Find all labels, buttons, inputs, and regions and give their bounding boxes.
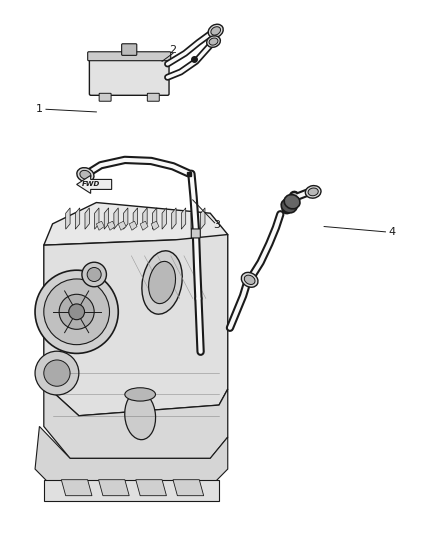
Ellipse shape bbox=[281, 199, 297, 213]
Circle shape bbox=[44, 360, 70, 386]
Polygon shape bbox=[75, 208, 80, 229]
Ellipse shape bbox=[142, 251, 182, 314]
Ellipse shape bbox=[80, 171, 91, 179]
Polygon shape bbox=[201, 208, 205, 229]
Ellipse shape bbox=[148, 261, 176, 304]
Text: 1: 1 bbox=[36, 104, 43, 114]
Ellipse shape bbox=[207, 36, 220, 47]
Text: 3: 3 bbox=[213, 220, 220, 230]
Text: FWD: FWD bbox=[81, 181, 100, 187]
Polygon shape bbox=[107, 221, 115, 230]
Polygon shape bbox=[136, 480, 166, 496]
Circle shape bbox=[87, 268, 101, 281]
Text: 4: 4 bbox=[389, 227, 396, 237]
Polygon shape bbox=[143, 208, 147, 229]
Polygon shape bbox=[124, 208, 128, 229]
Polygon shape bbox=[181, 208, 186, 229]
Text: 2: 2 bbox=[170, 45, 177, 55]
FancyBboxPatch shape bbox=[191, 229, 200, 238]
Polygon shape bbox=[152, 208, 157, 229]
Ellipse shape bbox=[211, 27, 221, 35]
Ellipse shape bbox=[209, 38, 218, 45]
FancyArrow shape bbox=[77, 175, 112, 193]
Polygon shape bbox=[35, 426, 228, 496]
Polygon shape bbox=[114, 208, 118, 229]
Polygon shape bbox=[44, 203, 228, 256]
Circle shape bbox=[35, 351, 79, 395]
Polygon shape bbox=[173, 480, 204, 496]
Ellipse shape bbox=[305, 185, 321, 198]
Circle shape bbox=[44, 279, 110, 345]
FancyBboxPatch shape bbox=[89, 54, 169, 95]
Ellipse shape bbox=[208, 24, 223, 38]
Ellipse shape bbox=[244, 275, 255, 285]
Circle shape bbox=[82, 262, 106, 287]
Polygon shape bbox=[44, 384, 228, 458]
Ellipse shape bbox=[125, 388, 155, 401]
Polygon shape bbox=[66, 208, 70, 229]
Ellipse shape bbox=[308, 188, 318, 196]
Polygon shape bbox=[104, 208, 109, 229]
Polygon shape bbox=[61, 480, 92, 496]
Polygon shape bbox=[96, 221, 104, 230]
Polygon shape bbox=[44, 235, 228, 416]
FancyBboxPatch shape bbox=[88, 52, 171, 61]
FancyBboxPatch shape bbox=[147, 93, 159, 101]
Polygon shape bbox=[162, 208, 166, 229]
Polygon shape bbox=[129, 221, 137, 230]
Polygon shape bbox=[191, 208, 195, 229]
Circle shape bbox=[69, 304, 85, 320]
Polygon shape bbox=[44, 480, 219, 501]
Polygon shape bbox=[95, 208, 99, 229]
Polygon shape bbox=[99, 480, 129, 496]
Circle shape bbox=[59, 294, 94, 329]
Ellipse shape bbox=[284, 195, 300, 209]
Ellipse shape bbox=[125, 392, 155, 440]
Polygon shape bbox=[140, 221, 148, 230]
Polygon shape bbox=[133, 208, 138, 229]
FancyBboxPatch shape bbox=[122, 44, 137, 55]
Polygon shape bbox=[151, 221, 159, 230]
Circle shape bbox=[35, 270, 118, 353]
Ellipse shape bbox=[77, 168, 94, 182]
FancyBboxPatch shape bbox=[99, 93, 111, 101]
Ellipse shape bbox=[241, 272, 258, 287]
Polygon shape bbox=[85, 208, 89, 229]
Polygon shape bbox=[172, 208, 176, 229]
Polygon shape bbox=[118, 221, 126, 230]
